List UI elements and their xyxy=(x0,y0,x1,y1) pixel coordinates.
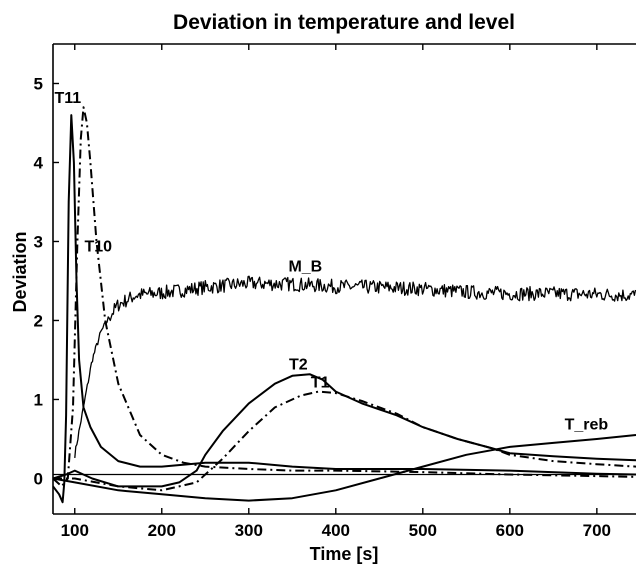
x-tick-label: 500 xyxy=(409,521,437,540)
x-tick-label: 400 xyxy=(322,521,350,540)
x-tick-label: 600 xyxy=(496,521,524,540)
series-line-t1 xyxy=(53,390,636,492)
y-axis-label: Deviation xyxy=(10,231,30,312)
series-line-t-reb xyxy=(52,434,636,502)
series-line-m-b xyxy=(74,275,636,458)
series-line-t11 xyxy=(52,114,636,504)
series-line-t2 xyxy=(52,373,636,488)
y-tick-label: 2 xyxy=(34,311,43,330)
x-tick-label: 700 xyxy=(583,521,611,540)
series-label-t10: T10 xyxy=(84,239,112,256)
y-tick-label: 4 xyxy=(34,153,44,172)
series-label-t11: T11 xyxy=(54,90,81,107)
y-tick-label: 5 xyxy=(34,74,43,93)
y-tick-label: 0 xyxy=(34,469,43,488)
series-label-t1: T1 xyxy=(311,375,330,392)
x-tick-label: 100 xyxy=(61,521,89,540)
x-tick-label: 300 xyxy=(235,521,263,540)
chart-title: Deviation in temperature and level xyxy=(173,11,515,34)
series-label-t2: T2 xyxy=(289,356,308,373)
y-tick-label: 3 xyxy=(34,232,43,251)
series-label-t-reb: T_reb xyxy=(565,416,609,433)
series-label-m-b: M_B xyxy=(288,258,322,275)
x-tick-label: 200 xyxy=(148,521,176,540)
y-tick-label: 1 xyxy=(34,390,43,409)
series-line-t10 xyxy=(52,106,636,488)
x-axis-label: Time [s] xyxy=(310,544,379,564)
plot-area: 100 200 300 400 500 600 700 0 1 2 3 4 5 T11 T10 M_B T2T1… xyxy=(34,43,636,540)
